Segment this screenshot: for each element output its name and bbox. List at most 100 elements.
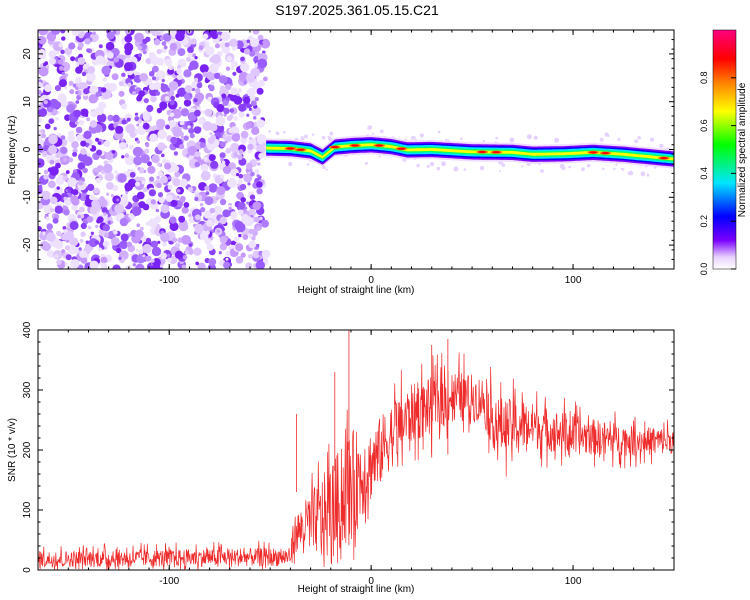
noise-blob	[135, 176, 140, 181]
noise-blob	[188, 127, 195, 134]
colorbar-label: Normalized spectral amplitude	[737, 82, 748, 217]
noise-blob	[254, 168, 260, 174]
noise-blob	[78, 32, 85, 39]
noise-blob	[89, 260, 99, 269]
noise-blob	[61, 249, 66, 254]
noise-blob	[56, 186, 60, 190]
noise-blob	[200, 163, 209, 172]
noise-blob	[78, 206, 85, 213]
noise-blob	[156, 48, 162, 55]
noise-blob	[38, 185, 43, 191]
noise-blob	[170, 128, 174, 132]
noise-blob	[76, 95, 82, 101]
noise-blob	[38, 158, 45, 168]
noise-blob	[203, 156, 208, 162]
noise-blob	[40, 241, 49, 250]
noise-blob	[240, 252, 246, 258]
noise-blob	[97, 216, 104, 223]
noise-blob	[148, 189, 156, 197]
noise-blob	[98, 247, 102, 252]
noise-blob	[42, 231, 46, 236]
noise-blob	[102, 224, 111, 232]
scatter-dot	[627, 171, 633, 176]
noise-blob	[200, 207, 206, 213]
noise-blob	[259, 216, 263, 221]
noise-blob	[76, 134, 84, 142]
hot-spot-core	[330, 146, 339, 149]
noise-blob	[194, 197, 199, 201]
scatter-dot	[364, 161, 368, 165]
noise-blob	[89, 85, 99, 95]
noise-blob	[246, 88, 256, 97]
noise-blob	[136, 191, 145, 200]
noise-blob	[174, 242, 181, 248]
noise-blob	[220, 157, 224, 162]
noise-blob	[223, 261, 231, 269]
noise-blob	[144, 255, 151, 262]
noise-blob	[80, 140, 87, 147]
noise-blob	[135, 181, 140, 187]
scatter-dot	[554, 137, 560, 143]
noise-blob	[132, 146, 143, 157]
noise-blob	[198, 118, 205, 125]
scatter-dot	[599, 137, 604, 142]
y-tick-label: 400	[22, 321, 33, 338]
noise-blob	[164, 96, 170, 101]
noise-blob	[150, 199, 157, 205]
noise-blob	[235, 255, 244, 264]
noise-blob	[113, 230, 118, 235]
noise-blob	[243, 173, 253, 183]
noise-blob	[157, 170, 164, 177]
noise-blob	[167, 176, 172, 180]
scatter-dot	[441, 161, 446, 167]
noise-blob	[190, 38, 197, 45]
noise-blob	[124, 34, 133, 43]
noise-blob	[67, 134, 76, 143]
noise-blob	[248, 254, 253, 259]
snr-series-line	[38, 352, 674, 570]
noise-blob	[65, 254, 72, 261]
noise-blob	[220, 85, 226, 91]
noise-blob	[48, 50, 57, 58]
noise-blob	[252, 116, 257, 120]
noise-blob	[136, 123, 140, 127]
noise-blob	[219, 243, 228, 251]
scatter-dot	[321, 135, 326, 140]
noise-blob	[100, 256, 108, 264]
noise-blob	[219, 174, 224, 179]
noise-blob	[222, 209, 231, 218]
noise-blob	[172, 178, 181, 187]
noise-blob	[240, 130, 249, 139]
noise-blob	[38, 45, 41, 49]
noise-blob	[98, 44, 103, 49]
noise-blob	[160, 83, 169, 93]
noise-blob	[206, 141, 216, 151]
noise-blob	[131, 206, 142, 216]
noise-blob	[193, 98, 198, 103]
noise-blob	[48, 180, 56, 189]
scatter-dot	[311, 133, 315, 136]
noise-blob	[162, 241, 167, 247]
scatter-dot	[416, 163, 420, 168]
noise-blob	[246, 113, 250, 117]
noise-blob	[192, 53, 196, 58]
noise-blob	[156, 182, 162, 188]
noise-blob	[46, 232, 56, 242]
noise-blob	[204, 238, 212, 245]
noise-blob	[48, 145, 58, 155]
hot-spot-core	[296, 148, 305, 151]
noise-blob	[254, 97, 259, 102]
noise-blob	[103, 140, 111, 148]
noise-blob	[72, 189, 79, 196]
noise-blob	[164, 58, 173, 66]
noise-blob	[120, 233, 129, 242]
noise-blob	[97, 141, 102, 145]
noise-blob	[184, 85, 193, 93]
noise-blob	[256, 119, 266, 128]
scatter-dot	[327, 135, 331, 139]
noise-blob	[48, 118, 54, 124]
noise-blob	[146, 161, 152, 167]
noise-blob	[78, 119, 85, 126]
noise-blob	[46, 223, 53, 230]
noise-blob	[82, 156, 93, 167]
